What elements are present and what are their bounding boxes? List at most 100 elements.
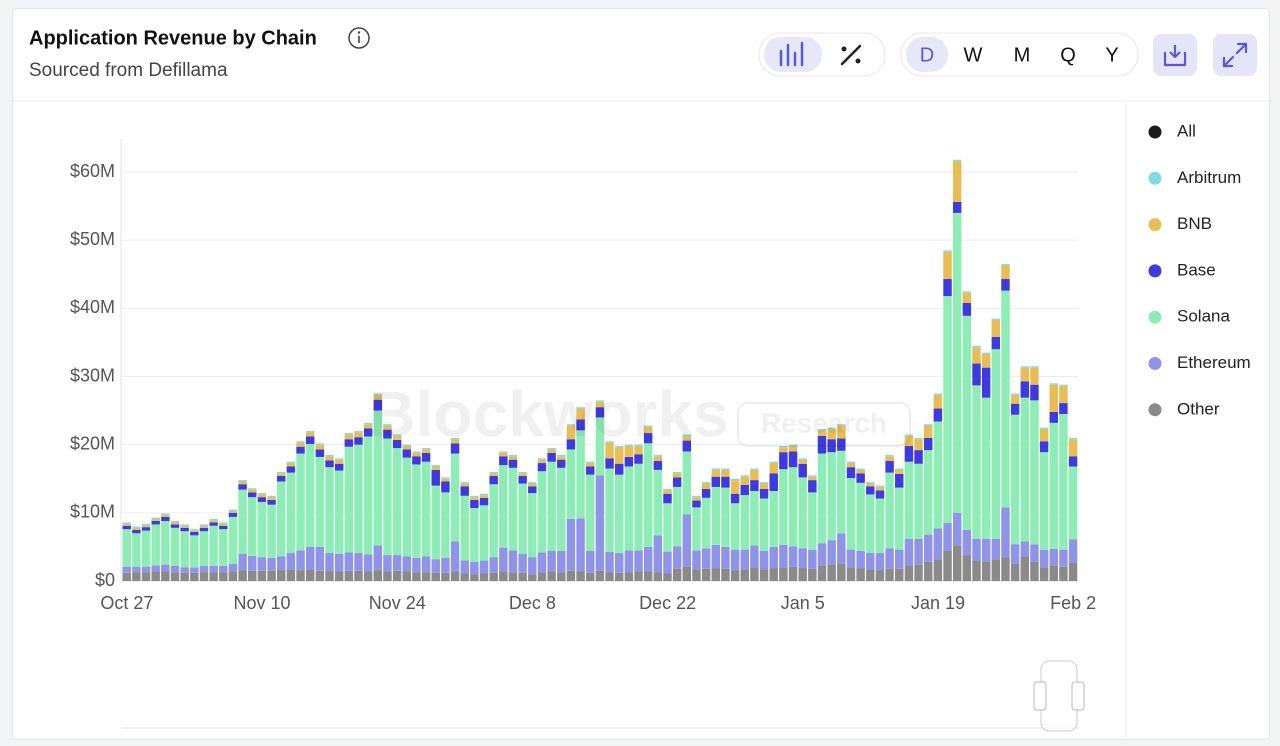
legend-label[interactable]: Solana [1177, 307, 1230, 326]
legend-label[interactable]: All [1177, 121, 1196, 140]
bar-segment [788, 566, 798, 581]
bar-segment [1030, 366, 1039, 368]
bar-segment [334, 553, 344, 572]
legend-dot [1148, 264, 1162, 278]
bar-segment [325, 456, 334, 461]
bar-segment [392, 555, 402, 571]
bar-segment [132, 572, 141, 581]
bar-segment [344, 433, 354, 435]
bar-segment [682, 440, 692, 452]
range-button[interactable]: Y [1105, 44, 1118, 66]
bar-segment [701, 488, 711, 498]
bar-segment [972, 345, 981, 348]
bar-segment [672, 546, 682, 569]
bar-segment [257, 497, 267, 502]
bar-segment [692, 507, 701, 551]
legend-dot [1148, 125, 1162, 139]
navigator-handle-right[interactable] [1071, 681, 1085, 711]
bar-segment [238, 570, 247, 581]
bar-segment [885, 461, 894, 473]
bar-segment [277, 556, 286, 571]
bar-segment [914, 450, 923, 464]
bar-segment [798, 463, 807, 478]
bar-mode-button[interactable] [764, 37, 822, 72]
plot [122, 159, 1078, 582]
bar-segment [566, 425, 576, 440]
bar-segment [643, 433, 653, 444]
bar-segment [277, 471, 286, 474]
bar-segment [1020, 397, 1030, 542]
bar-segment [653, 469, 663, 536]
bar-segment [1001, 279, 1010, 291]
bar-segment [383, 555, 392, 572]
bar-segment [866, 483, 875, 487]
bar-segment [962, 292, 972, 303]
bar-segment [1049, 383, 1058, 385]
bar-segment [267, 495, 276, 498]
bar-segment [1068, 539, 1078, 563]
bar-segment [991, 349, 1001, 539]
bar-segment [537, 459, 547, 464]
bar-segment [682, 451, 692, 515]
bar-segment [421, 452, 431, 462]
bar-segment [508, 459, 518, 468]
bar-segment [1049, 411, 1058, 423]
bar-segment [238, 481, 247, 485]
bar-segment [402, 444, 411, 447]
bar-segment [518, 471, 527, 474]
bar-segment [325, 571, 334, 581]
bar-segment [943, 296, 952, 524]
bar-segment [914, 463, 923, 539]
bar-segment [663, 573, 672, 581]
range-button[interactable]: Q [1060, 44, 1076, 66]
bar-segment [402, 446, 411, 450]
bar-segment [895, 473, 904, 488]
navigator-handle-left[interactable] [1033, 681, 1047, 711]
bar-segment [846, 467, 856, 479]
bar-segment [779, 447, 788, 453]
bar-segment [363, 436, 373, 555]
bar-segment [470, 561, 479, 575]
bar-segment [441, 478, 450, 482]
bar-segment [170, 566, 180, 573]
bar-segment [614, 572, 624, 581]
bar-segment [460, 573, 469, 581]
bar-segment [219, 529, 228, 567]
bar-segment [827, 427, 836, 429]
bar-segment [383, 425, 392, 430]
bar-segment [566, 424, 576, 426]
range-button[interactable]: W [964, 44, 983, 66]
bar-segment [991, 318, 1001, 320]
legend-label[interactable]: Other [1177, 399, 1220, 418]
bar-segment [721, 487, 730, 547]
bar-segment [190, 531, 199, 536]
bar-segment [653, 535, 663, 573]
bar-segment [518, 473, 527, 477]
percent-mode-button[interactable] [840, 44, 862, 66]
expand-button[interactable] [1213, 34, 1257, 76]
bar-segment [895, 487, 904, 550]
legend-label[interactable]: Ethereum [1177, 353, 1251, 372]
bar-segment [363, 571, 373, 581]
range-button[interactable]: D [920, 44, 934, 66]
legend-label[interactable]: BNB [1177, 214, 1212, 233]
bar-segment [199, 524, 209, 526]
range-button[interactable]: M [1014, 44, 1031, 66]
info-icon[interactable] [348, 27, 370, 49]
bar-segment [837, 425, 846, 439]
legend-label[interactable]: Base [1177, 260, 1216, 279]
bar-segment [199, 527, 209, 532]
bar-segment [759, 483, 769, 489]
bar-segment [392, 439, 402, 449]
bar-segment [827, 428, 836, 440]
bar-segment [267, 504, 276, 558]
y-tick-label: $40M [70, 297, 115, 317]
chart-subtitle: Sourced from Defillama [29, 60, 228, 81]
bar-segment [952, 512, 962, 546]
y-tick-label: $30M [70, 365, 115, 385]
bar-segment [904, 435, 914, 447]
legend-label[interactable]: Arbitrum [1177, 168, 1241, 187]
bar-segment [489, 572, 498, 581]
download-icon [1163, 45, 1187, 67]
bar-segment [373, 393, 383, 395]
